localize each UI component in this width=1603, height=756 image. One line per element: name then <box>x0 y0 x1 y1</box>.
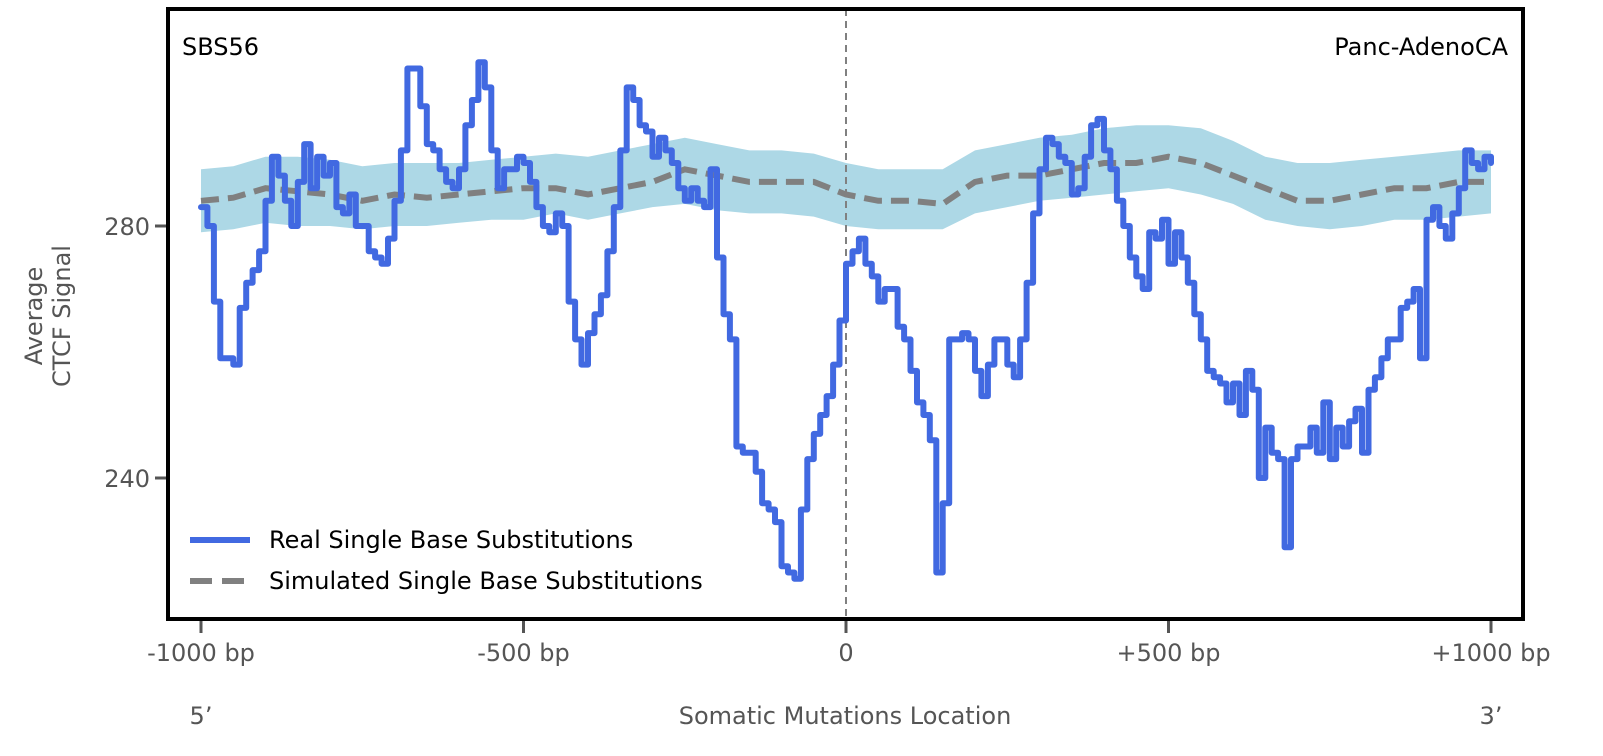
real-series-line <box>198 59 1494 582</box>
simulated-series-layer <box>200 153 1491 207</box>
y-axis-title-line-2: CTCF Signal <box>48 245 76 387</box>
cancer-type-label: Panc-AdenoCA <box>1334 33 1508 61</box>
plot-frame <box>166 7 1525 621</box>
end-label-5prime: 5’ <box>190 702 213 730</box>
x-axis-ticks: -1000 bp -500 bp 0 +500 bp +1000 bp <box>147 621 1551 667</box>
y-axis-title: Average CTCF Signal <box>20 245 76 387</box>
legend: Real Single Base Substitutions Simulated… <box>190 526 703 595</box>
y-tick-label: 240 <box>104 465 150 493</box>
x-axis-title: Somatic Mutations Location <box>679 702 1012 730</box>
y-tick-label: 280 <box>104 213 150 241</box>
real-series-layer <box>198 59 1494 582</box>
y-axis-title-line-1: Average <box>20 267 48 366</box>
x-tick-label: +1000 bp <box>1431 639 1550 667</box>
legend-label-real: Real Single Base Substitutions <box>269 526 633 554</box>
x-tick-label: -1000 bp <box>147 639 255 667</box>
end-label-3prime: 3’ <box>1480 702 1503 730</box>
legend-label-simulated: Simulated Single Base Substitutions <box>269 567 703 595</box>
x-tick-label: 0 <box>838 639 853 667</box>
x-tick-label: -500 bp <box>477 639 570 667</box>
y-axis-ticks: 280 240 <box>104 213 166 493</box>
signature-label: SBS56 <box>182 33 259 61</box>
simulated-series-line <box>200 153 1491 207</box>
x-tick-label: +500 bp <box>1116 639 1220 667</box>
